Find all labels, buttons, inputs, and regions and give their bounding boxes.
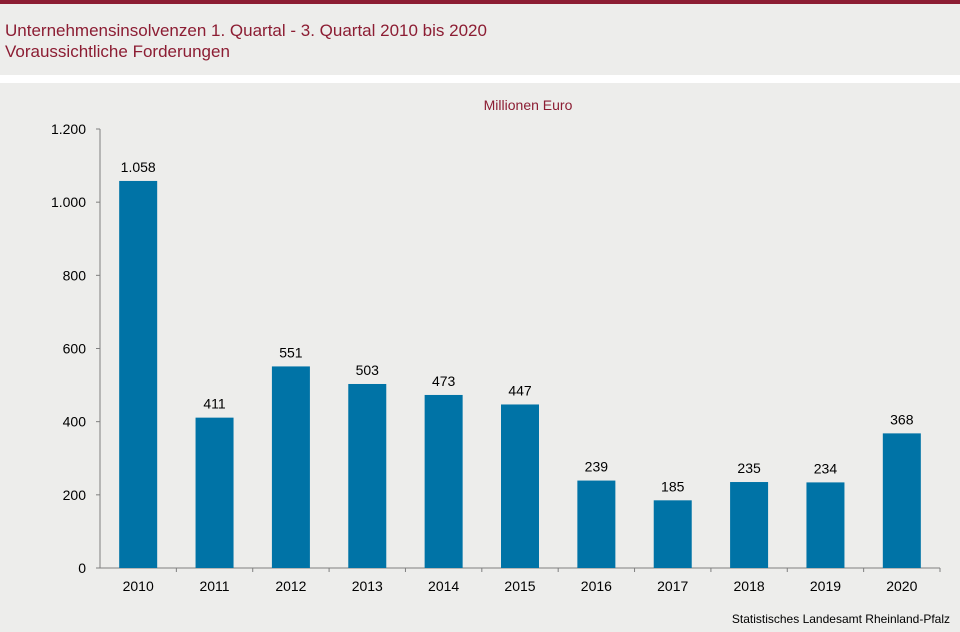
x-tick-label: 2020 [886,578,917,594]
bar [271,366,310,568]
data-label: 503 [356,362,380,378]
y-tick-label: 600 [63,341,87,357]
unit-label: Millionen Euro [484,97,573,113]
bar [195,417,234,568]
x-tick-label: 2019 [810,578,841,594]
x-tick-label: 2017 [657,578,688,594]
bar [806,482,845,568]
data-label: 239 [585,459,609,475]
chart-subtitle: Voraussichtliche Forderungen [5,42,230,61]
x-tick-label: 2013 [352,578,383,594]
y-tick-label: 0 [78,560,86,576]
y-tick-label: 800 [63,267,87,283]
bar [653,500,692,568]
source-note: Statistisches Landesamt Rheinland-Pfalz [731,612,950,626]
x-tick-label: 2018 [734,578,765,594]
x-tick-label: 2010 [123,578,154,594]
bar [348,383,387,568]
bar [730,482,769,568]
y-tick-label: 400 [63,414,87,430]
bar [577,480,616,568]
data-label: 473 [432,373,456,389]
x-tick-label: 2016 [581,578,612,594]
chart-header: Unternehmensinsolvenzen 1. Quartal - 3. … [0,4,960,75]
y-tick-label: 200 [63,487,87,503]
bar [882,433,921,568]
data-label: 447 [508,382,532,398]
data-label: 235 [737,460,761,476]
y-tick-label: 1.000 [51,194,86,210]
y-tick-label: 1.200 [51,121,86,137]
data-label: 1.058 [121,159,156,175]
top-accent-bar [0,0,960,4]
x-tick-label: 2015 [504,578,535,594]
x-tick-label: 2012 [275,578,306,594]
data-label: 185 [661,478,685,494]
chart-title: Unternehmensinsolvenzen 1. Quartal - 3. … [5,21,487,40]
x-tick-label: 2011 [199,578,229,594]
header-separator [0,75,960,83]
chart-area [0,83,960,632]
x-tick-label: 2014 [428,578,459,594]
data-label: 551 [279,344,303,360]
bar [424,394,463,568]
bar [501,404,539,568]
data-label: 368 [890,411,914,427]
bar [119,180,158,568]
data-label: 411 [203,396,226,412]
data-label: 234 [814,460,838,476]
